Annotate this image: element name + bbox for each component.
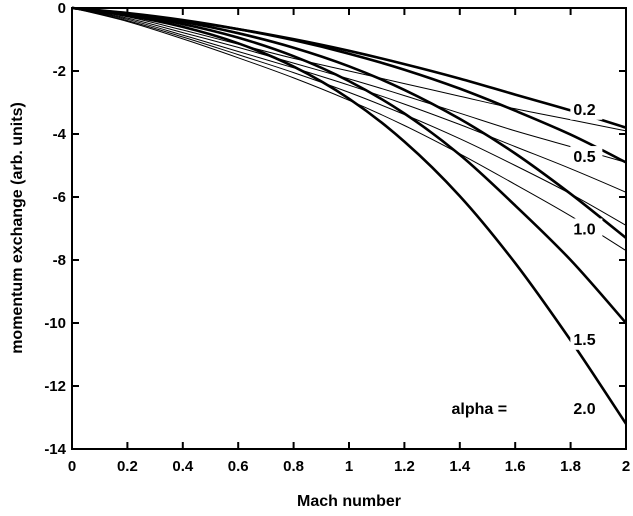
- y-tick-label: -6: [53, 189, 66, 206]
- x-tick-label: 1.2: [394, 458, 415, 475]
- series-line-alpha-2.0: [71, 6, 628, 425]
- x-axis-title: Mach number: [297, 493, 401, 510]
- series-line-alpha-0.5: [71, 6, 627, 164]
- x-tick-label: 2: [622, 458, 630, 475]
- curve-label-background: [570, 328, 603, 350]
- x-tick-label: 0.2: [117, 458, 138, 475]
- curve-label-background: [570, 398, 603, 420]
- y-tick-label: -12: [44, 378, 66, 395]
- x-tick-label: 1.4: [449, 458, 471, 475]
- curve-label-alpha-1.0: 1.0: [573, 222, 595, 239]
- x-tick-label: 0.6: [228, 458, 249, 475]
- y-axis-title: momentum exchange (arb. units): [9, 102, 26, 354]
- x-tick-label: 0: [68, 458, 76, 475]
- plot-frame: [71, 7, 627, 450]
- thin-series-line-9: [71, 7, 627, 252]
- series-line-alpha-1.5: [71, 6, 627, 324]
- series-line-alpha-0.2: [71, 6, 627, 129]
- y-tick-label: -10: [44, 315, 66, 332]
- thin-series-line-8: [71, 7, 627, 226]
- x-tick-label: 1.8: [560, 458, 581, 475]
- ticks-layer: 0 0.2 0.4 0.6 0.8 1 1.2 1.4 1.6 1.8 2 0 -2 -4 -6 -8 -10 -…: [44, 0, 630, 475]
- x-tick-label: 1.6: [505, 458, 526, 475]
- curve-label-background: [570, 218, 603, 240]
- curves-layer: [71, 6, 628, 425]
- labels-layer: 0.2 0.5 1.0 1.5 2.0 alpha =: [451, 98, 603, 420]
- thin-series-line-7: [71, 7, 627, 193]
- curve-label-alpha-1.5: 1.5: [573, 332, 595, 349]
- curve-label-alpha-0.5: 0.5: [573, 149, 595, 166]
- y-tick-label: -14: [44, 441, 66, 458]
- thin-series-line-5: [71, 7, 627, 132]
- y-tick-label: -8: [53, 252, 66, 269]
- x-tick-label: 1: [345, 458, 353, 475]
- x-tick-label: 0.4: [172, 458, 194, 475]
- thin-series-line-6: [71, 7, 627, 163]
- y-tick-label: 0: [58, 0, 66, 17]
- curve-label-alpha-2.0: 2.0: [573, 401, 595, 418]
- y-tick-label: -4: [53, 126, 67, 143]
- curve-label-background: [570, 146, 603, 168]
- y-tick-label: -2: [53, 63, 66, 80]
- curve-label-alpha-0.2: 0.2: [573, 102, 595, 119]
- curve-label-background: [570, 98, 603, 120]
- x-tick-label: 0.8: [283, 458, 304, 475]
- legend-prefix: alpha =: [451, 401, 507, 418]
- series-line-alpha-1.0: [71, 6, 627, 240]
